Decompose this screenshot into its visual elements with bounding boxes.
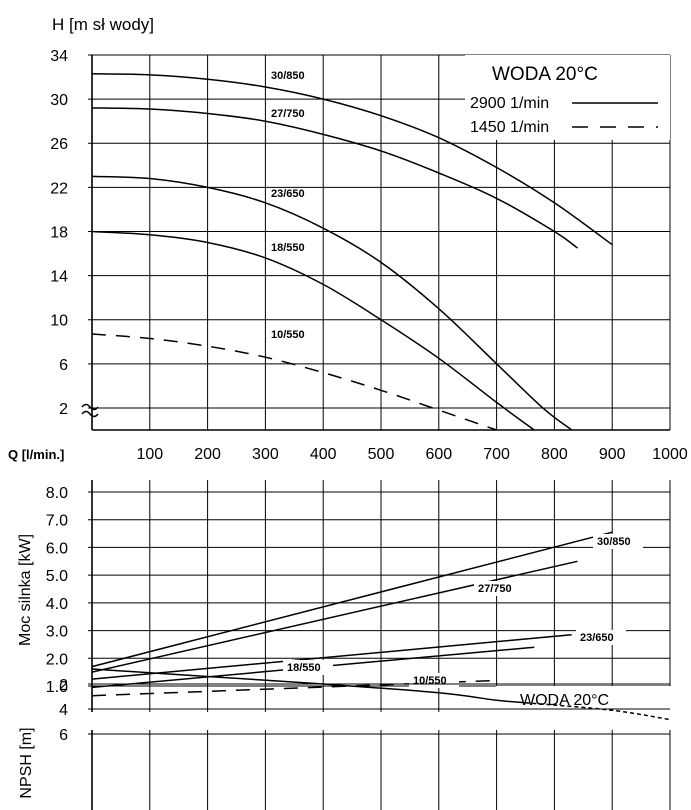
x-tick-label: 100 (136, 446, 163, 463)
x-tick-label: 800 (541, 446, 568, 463)
curve-label: 18/550 (271, 242, 305, 254)
curve-label: 27/750 (271, 108, 305, 120)
curve-label: 23/650 (271, 188, 305, 200)
curve-label-bg (593, 534, 643, 549)
curve-label-bg (576, 630, 626, 645)
head-axis-label: H [m sł wody] (52, 15, 154, 34)
curve-label: 30/850 (597, 536, 631, 548)
curve-npsh (525, 702, 671, 721)
y-tick-label: 7.0 (46, 513, 68, 530)
curve-npsh (91, 668, 526, 704)
power-axis-label: Moc silnka [kW] (17, 534, 34, 646)
y-tick-label: 2.0 (46, 651, 68, 668)
curve-30-850 (91, 531, 613, 668)
power-y-tick-labels: 1.0 2.0 3.0 4.0 5.0 6.0 7.0 8.0 (46, 485, 68, 696)
power-curves (91, 531, 613, 697)
power-water-label: WODA 20°C (520, 692, 609, 709)
legend-1450-label: 1450 1/min (470, 119, 549, 136)
x-tick-label: 700 (483, 446, 510, 463)
y-tick-label: 22 (50, 180, 68, 197)
y-tick-label: 1.0 (46, 679, 68, 696)
y-tick-label: 6 (59, 727, 68, 744)
y-tick-label: 6 (59, 357, 68, 374)
curve-label: 10/550 (271, 329, 305, 341)
y-tick-label: 4 (59, 702, 68, 719)
y-tick-label: 6.0 (46, 540, 68, 557)
npsh-y-tick-labels: 2 4 6 (59, 677, 68, 744)
power-grid (88, 480, 671, 712)
y-tick-label: 10 (50, 313, 68, 330)
curve-18-550 (91, 230, 535, 431)
y-tick-label: 26 (50, 136, 68, 153)
x-tick-label: 600 (425, 446, 452, 463)
x-tick-label: 1000 (652, 446, 688, 463)
flow-axis-label: Q [l/min.] (8, 447, 64, 462)
curve-label-bg (474, 581, 524, 596)
legend-box (465, 55, 670, 140)
y-tick-label: 2 (59, 401, 68, 418)
y-tick-label: 5.0 (46, 568, 68, 585)
curve-27-750 (91, 560, 578, 673)
npsh-grid (88, 683, 671, 810)
npsh-axis-label: NPSH [m] (18, 727, 35, 798)
x-tick-label: 400 (310, 446, 337, 463)
curve-27-750 (91, 107, 578, 249)
curve-label: 30/850 (271, 70, 305, 82)
curve-23-650 (91, 175, 573, 431)
x-tick-label: 200 (194, 446, 221, 463)
y-tick-label: 14 (50, 269, 68, 286)
x-tick-label: 500 (368, 446, 395, 463)
curve-10-550 (91, 333, 497, 431)
curve-label: 10/550 (413, 675, 447, 687)
legend-2900-label: 2900 1/min (470, 95, 549, 112)
curve-label: 18/550 (287, 662, 321, 674)
y-tick-label: 18 (50, 224, 68, 241)
npsh-curve (91, 668, 671, 721)
curve-23-650 (91, 633, 572, 680)
curve-label-bg (283, 660, 333, 675)
y-tick-label: 4.0 (46, 596, 68, 613)
y-tick-label: 2 (59, 677, 68, 694)
legend-title: WODA 20°C (492, 64, 598, 85)
curve-30-850 (91, 73, 613, 246)
y-tick-label: 8.0 (46, 485, 68, 502)
flow-x-tick-labels: 100 200 300 400 500 600 700 800 900 1000 (136, 446, 687, 463)
curve-label: 23/650 (580, 632, 614, 644)
x-tick-label: 900 (599, 446, 626, 463)
head-curve-labels: 30/850 27/750 23/650 18/550 10/550 (271, 70, 305, 341)
y-tick-label: 3.0 (46, 624, 68, 641)
y-tick-label: 30 (50, 92, 68, 109)
y-tick-label: 34 (50, 48, 68, 65)
head-curves (91, 73, 613, 431)
x-tick-label: 300 (252, 446, 279, 463)
axis-break-symbol (81, 403, 99, 418)
curve-label: 27/750 (478, 583, 512, 595)
